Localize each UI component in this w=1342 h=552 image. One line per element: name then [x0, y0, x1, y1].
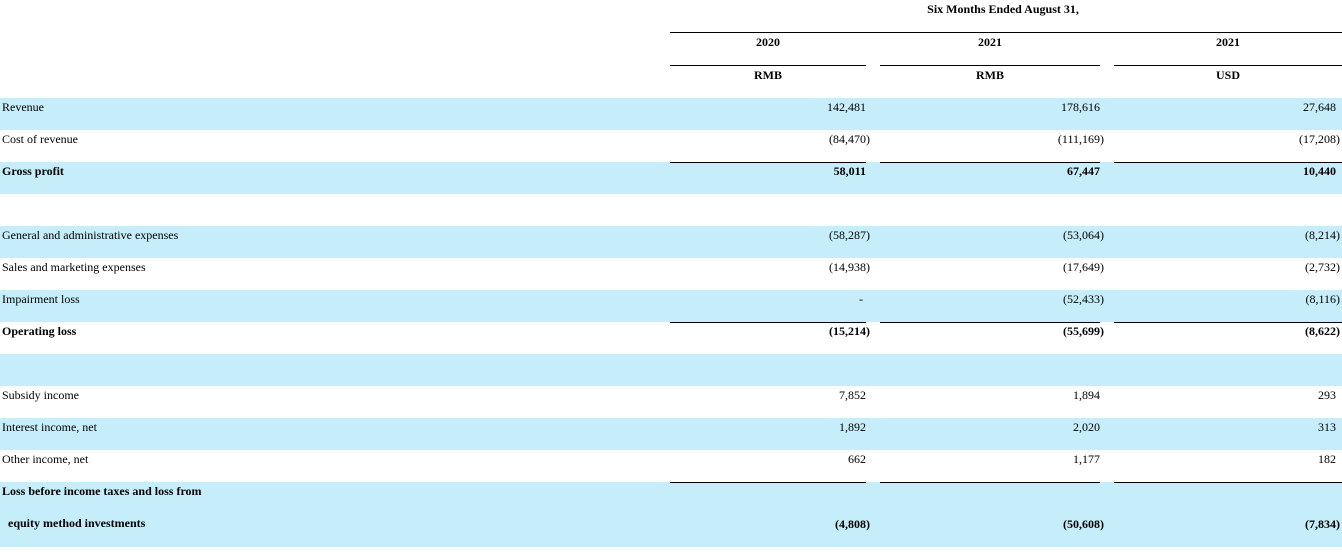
cell-value: (17,208)	[1299, 132, 1340, 146]
currency-label: RMB	[754, 68, 782, 82]
row-label: equity method investments	[8, 516, 146, 530]
currency-label: USD	[1215, 68, 1240, 82]
cell-value: 1,894	[1073, 388, 1100, 402]
cell-value: 293	[1318, 388, 1336, 402]
cell-value: (50,608)	[1063, 517, 1104, 531]
header-rule	[670, 65, 866, 66]
header-rule	[1114, 65, 1342, 66]
cell-value: (17,649)	[1063, 260, 1104, 274]
row-band	[0, 482, 1342, 547]
row-label: Other income, net	[2, 452, 89, 466]
cell-value: -	[859, 292, 863, 306]
cell-value: (52,433)	[1063, 292, 1104, 306]
cell-value: 182	[1318, 452, 1336, 466]
row-label: Gross profit	[2, 164, 64, 178]
row-band	[0, 290, 1342, 322]
cell-value: 58,011	[833, 164, 866, 178]
cell-value: (53,064)	[1063, 228, 1104, 242]
row-label: Revenue	[2, 100, 44, 114]
currency-label: RMB	[976, 68, 1004, 82]
cell-value: 1,177	[1073, 452, 1100, 466]
total-rule	[880, 322, 1100, 323]
cell-value: (8,214)	[1305, 228, 1340, 242]
header-rule	[880, 65, 1100, 66]
cell-value: (55,699)	[1063, 324, 1104, 338]
total-rule	[670, 322, 866, 323]
row-label: Impairment loss	[2, 292, 80, 306]
header-rule	[670, 32, 1342, 33]
header-title: Six Months Ended August 31,	[927, 2, 1079, 16]
cell-value: (58,287)	[829, 228, 870, 242]
row-band	[0, 418, 1342, 450]
row-label: Interest income, net	[2, 420, 97, 434]
row-label: General and administrative expenses	[2, 228, 179, 242]
cell-value: (2,732)	[1305, 260, 1340, 274]
row-label: Cost of revenue	[2, 132, 78, 146]
cell-value: 313	[1318, 420, 1336, 434]
cell-value: (7,834)	[1305, 517, 1340, 531]
cell-value: 2,020	[1073, 420, 1100, 434]
row-band	[0, 98, 1342, 130]
total-rule	[1114, 322, 1342, 323]
total-rule	[880, 162, 1100, 163]
row-band	[0, 162, 1342, 194]
cell-value: (84,470)	[829, 132, 870, 146]
year-label: 2021	[1216, 35, 1240, 49]
cell-value: (8,622)	[1305, 324, 1340, 338]
row-label: Operating loss	[2, 324, 77, 338]
cell-value: 10,440	[1303, 164, 1336, 178]
total-rule	[670, 162, 866, 163]
cell-value: (111,169)	[1057, 132, 1104, 146]
total-rule	[670, 482, 866, 483]
cell-value: (15,214)	[829, 324, 870, 338]
year-label: 2020	[756, 35, 780, 49]
cell-value: 178,616	[1061, 100, 1100, 114]
cell-value: 67,447	[1067, 164, 1100, 178]
cell-value: 662	[848, 452, 866, 466]
cell-value: (14,938)	[829, 260, 870, 274]
cell-value: (8,116)	[1305, 292, 1340, 306]
total-rule	[1114, 482, 1342, 483]
row-band	[0, 226, 1342, 258]
total-rule	[880, 482, 1100, 483]
cell-value: 27,648	[1303, 100, 1336, 114]
cell-value: 7,852	[839, 388, 866, 402]
row-label: Loss before income taxes and loss from	[2, 484, 202, 498]
total-rule	[1114, 162, 1342, 163]
row-label: Sales and marketing expenses	[2, 260, 146, 274]
year-label: 2021	[978, 35, 1002, 49]
cell-value: (4,808)	[835, 517, 870, 531]
row-band	[0, 354, 1342, 386]
cell-value: 142,481	[827, 100, 866, 114]
cell-value: 1,892	[839, 420, 866, 434]
row-label: Subsidy income	[2, 388, 79, 402]
